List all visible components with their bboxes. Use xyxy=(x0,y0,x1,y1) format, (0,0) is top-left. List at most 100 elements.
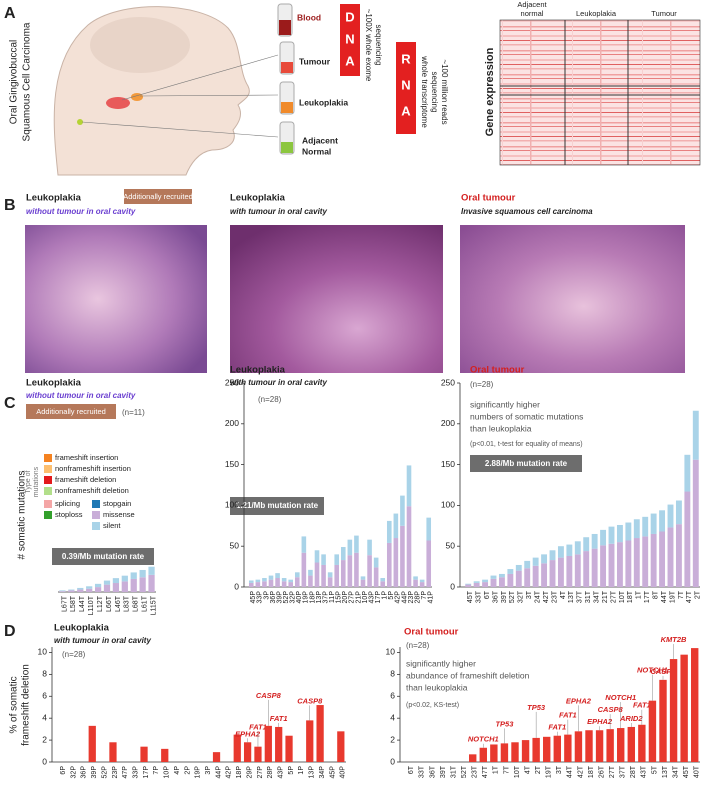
bar-segment xyxy=(59,590,66,592)
sample-label: Blood xyxy=(297,12,321,22)
bar-segment xyxy=(321,564,326,587)
x-tick-label: 45P xyxy=(250,591,257,604)
x-tick-label: 10P xyxy=(362,591,369,604)
panel-subtitle: without tumour in oral cavity xyxy=(26,207,136,216)
bar-segment xyxy=(130,578,137,592)
bar-segment xyxy=(465,584,472,587)
x-tick-label: 8T xyxy=(652,590,659,599)
bar-segment xyxy=(515,570,522,587)
legend-label: nonframeshift insertion xyxy=(55,464,131,473)
bar-segment xyxy=(112,578,120,584)
bar-segment xyxy=(347,555,353,587)
bar xyxy=(585,730,593,762)
tumour-site xyxy=(106,97,130,109)
x-tick-label: L12T xyxy=(97,595,104,612)
panel-subtitle: with tumour in oral cavity xyxy=(230,207,327,216)
x-tick-label: 7P xyxy=(421,591,428,600)
x-tick-label: 2T xyxy=(535,765,542,774)
bar-segment xyxy=(380,578,386,582)
bar-segment xyxy=(121,581,128,592)
y-tick-label: 10 xyxy=(38,647,48,657)
chart-title: Leukoplakia xyxy=(26,378,82,389)
bar xyxy=(275,726,283,762)
bar-segment xyxy=(288,579,294,583)
note: numbers of somatic mutations xyxy=(470,411,583,421)
note: significantly higher xyxy=(470,399,540,409)
bar-segment xyxy=(112,583,120,592)
bar-segment xyxy=(327,577,333,587)
connector xyxy=(139,94,279,97)
note: than leukoplakia xyxy=(406,682,468,692)
bar-segment xyxy=(334,554,340,565)
legend-label: frameshift insertion xyxy=(55,453,118,462)
x-tick-label: 18T xyxy=(627,590,634,603)
x-tick-label: 19P xyxy=(195,766,202,779)
x-tick-label: 26T xyxy=(598,765,605,778)
x-tick-label: 20P xyxy=(342,591,349,604)
gene-label: TP53 xyxy=(495,719,514,728)
gene-label: CASP8 xyxy=(297,696,323,705)
gene-label: NOTCH1 xyxy=(605,693,636,702)
legend-label: missense xyxy=(103,510,135,519)
bar-segment xyxy=(94,583,102,588)
side-title: Oral Gingivobuccal xyxy=(9,40,20,124)
sample-label: Leukoplakia xyxy=(299,97,348,107)
rna-box xyxy=(396,42,416,134)
bar xyxy=(88,725,96,762)
x-tick-label: L110T xyxy=(88,595,95,615)
x-tick-label: 19T xyxy=(669,590,676,603)
bar xyxy=(161,748,169,762)
y-axis-label: frameshift deletion xyxy=(21,664,32,746)
x-tick-label: 39P xyxy=(91,766,98,779)
bar-segment xyxy=(532,557,539,566)
gene-label: FAT1 xyxy=(633,701,651,710)
x-tick-label: 52P xyxy=(283,591,290,604)
x-tick-label: 3P xyxy=(205,766,212,775)
x-tick-label: L66T xyxy=(106,595,113,612)
bar-segment xyxy=(288,582,294,587)
sample-label: Adjacent xyxy=(302,135,338,145)
skull-shading xyxy=(90,17,190,73)
bar xyxy=(627,726,635,762)
bar-segment xyxy=(373,557,379,568)
x-tick-label: 23P xyxy=(112,766,119,779)
histology-image xyxy=(25,225,207,373)
panel-title: Leukoplakia xyxy=(230,193,286,204)
bar xyxy=(574,731,583,762)
legend-label: frameshift deletion xyxy=(55,475,116,484)
bar-segment xyxy=(360,579,366,587)
bar-segment xyxy=(616,542,623,587)
x-tick-label: 43P xyxy=(278,766,285,779)
stat-note: (p<0.02, KS-test) xyxy=(406,702,459,709)
x-tick-label: 28T xyxy=(630,765,637,778)
rna-note: whole transcriptome xyxy=(420,55,429,128)
bar-segment xyxy=(148,566,155,575)
bar xyxy=(511,742,519,762)
bar xyxy=(254,746,262,762)
bar-segment xyxy=(684,491,691,587)
chart-title: Leukoplakia xyxy=(230,365,286,376)
legend-label: stopgain xyxy=(103,499,131,508)
bar-segment xyxy=(86,586,93,589)
bar-segment xyxy=(68,590,75,592)
x-tick-label: 40P xyxy=(296,591,303,604)
x-tick-label: 13T xyxy=(568,590,575,603)
bar-segment xyxy=(566,555,573,587)
x-tick-label: L68T xyxy=(133,595,140,612)
bar-segment xyxy=(139,577,146,592)
y-tick-label: 0 xyxy=(450,581,455,591)
bar-segment xyxy=(574,541,581,555)
note: abundance of frameshift deletion xyxy=(406,670,530,680)
note: than leukoplakia xyxy=(470,423,532,433)
bar xyxy=(285,735,293,762)
x-tick-label: L58T xyxy=(70,595,77,612)
x-tick-label: 34T xyxy=(593,590,600,603)
normal-site xyxy=(77,119,83,125)
x-tick-label: L83T xyxy=(124,595,131,612)
x-tick-label: 3P xyxy=(263,591,270,600)
x-tick-label: 13P xyxy=(316,591,323,604)
legend-swatch xyxy=(44,487,52,495)
dna-letter: A xyxy=(345,53,355,68)
y-tick-label: 6 xyxy=(42,691,47,701)
x-tick-label: 3T xyxy=(526,590,533,599)
